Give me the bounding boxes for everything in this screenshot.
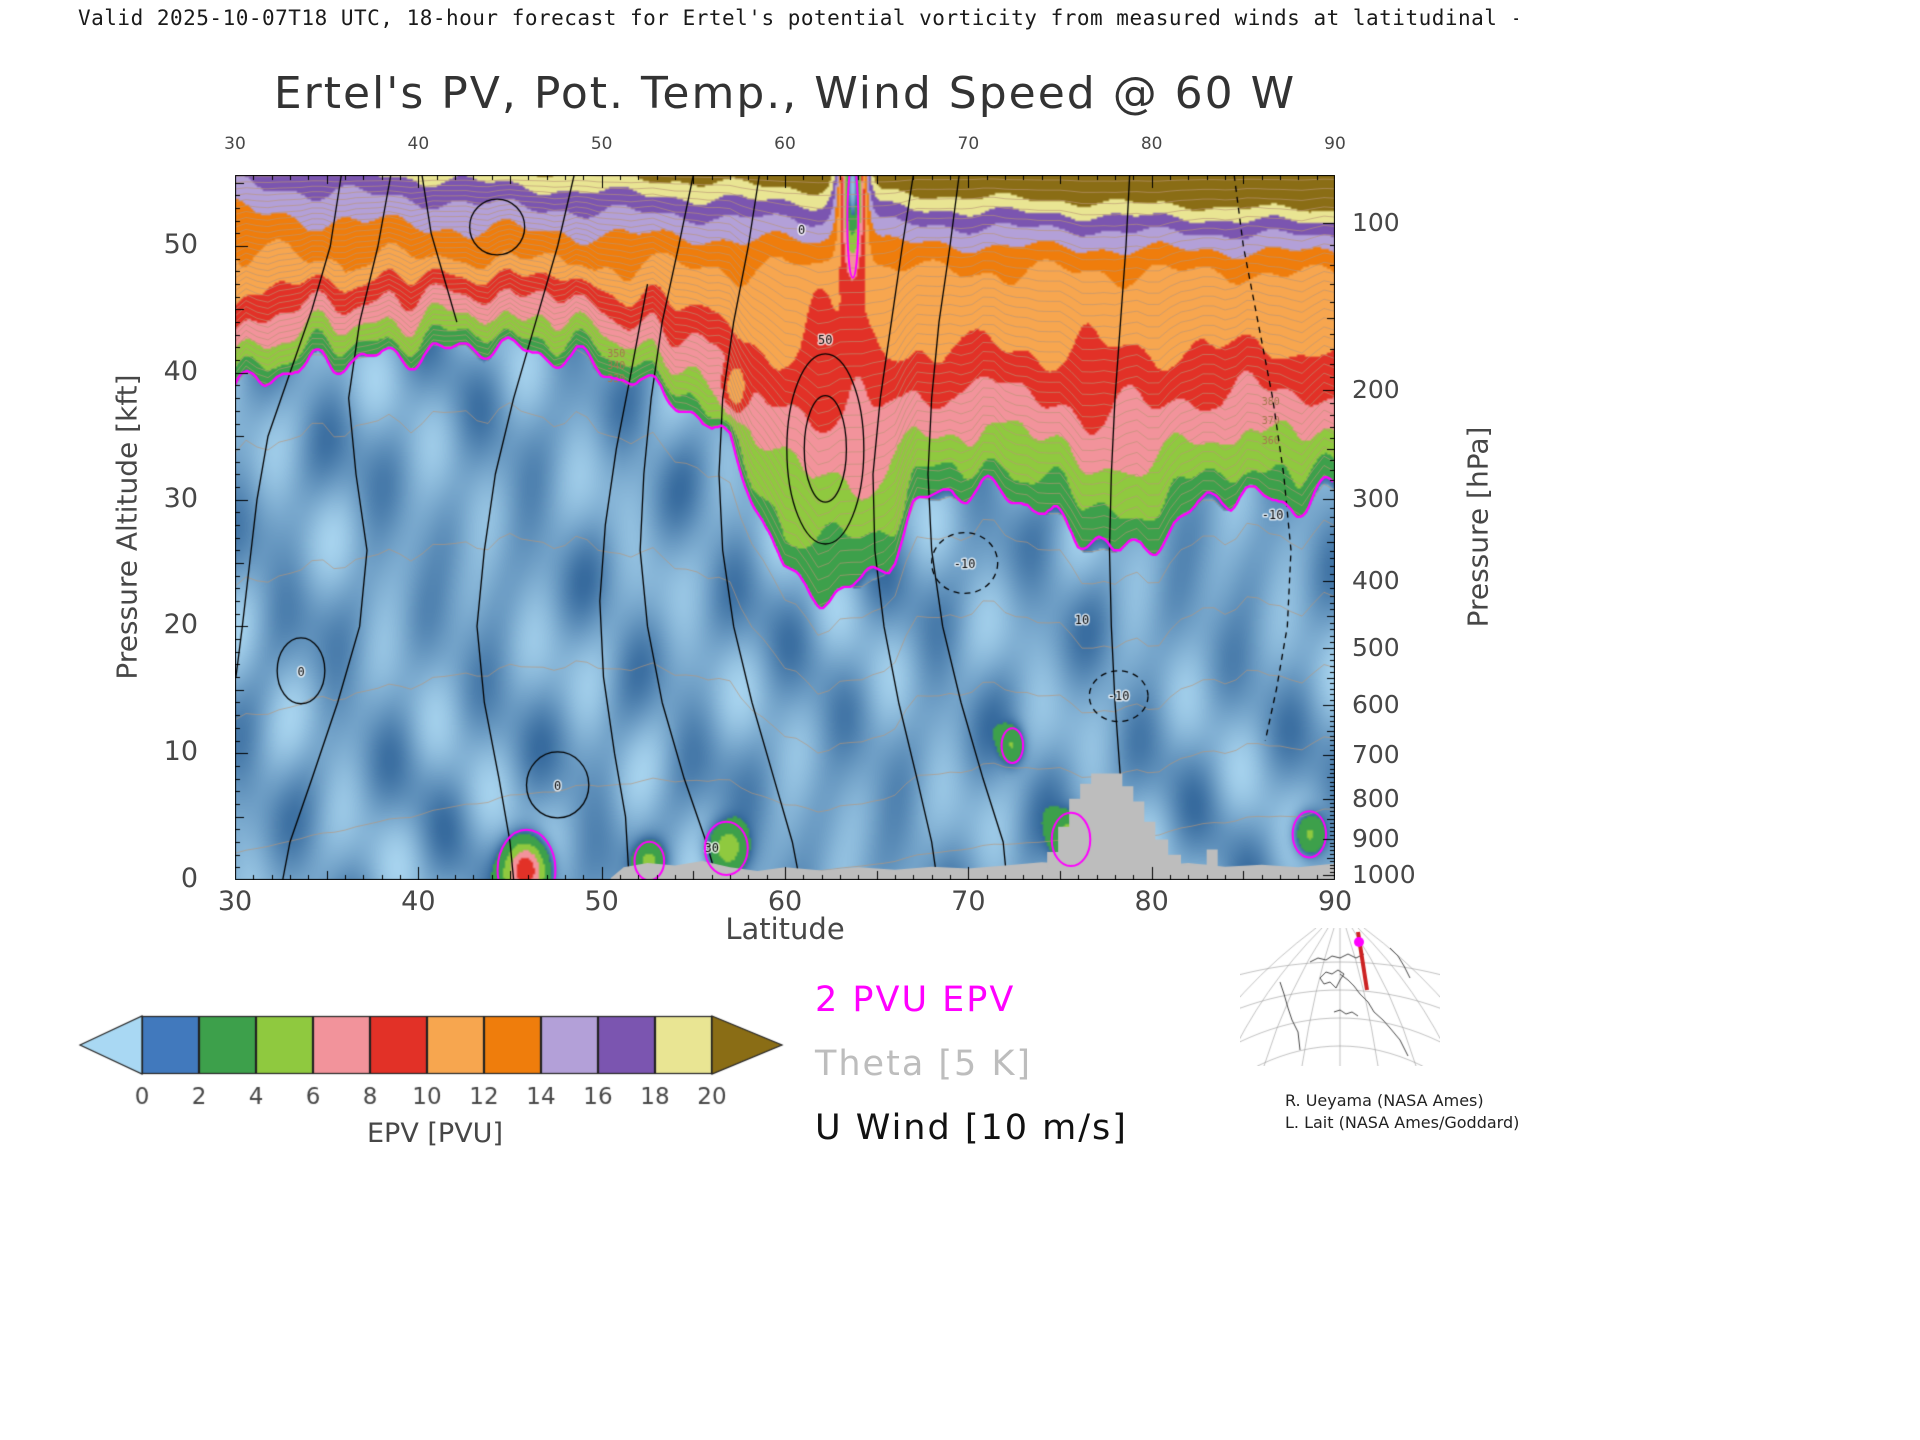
axis-tick-label: 800 [1352, 783, 1400, 813]
axis-tick-label: 600 [1352, 690, 1400, 720]
axis-tick-label: 30 [163, 482, 198, 514]
contour-legend: 2 PVU EPV Theta [5 K] U Wind [10 m/s] [815, 980, 1235, 1172]
axis-tick-label: 30 [217, 886, 253, 917]
axis-tick-label: 40 [163, 355, 198, 387]
y-axis-right-label: Pressure [hPa] [1461, 426, 1495, 628]
axis-tick-label: 70 [951, 886, 986, 917]
axis-tick-label: 30 [224, 134, 246, 154]
credit-line: R. Ueyama (NASA Ames) [1285, 1091, 1484, 1110]
axis-tick-label: 60 [774, 134, 796, 154]
location-map-inset [1240, 928, 1440, 1066]
axis-tick-label: 100 [1352, 208, 1400, 238]
epv-colorbar-canvas [70, 1002, 850, 1122]
axis-tick-label: 60 [767, 886, 803, 917]
axis-tick-label: 400 [1352, 566, 1400, 596]
legend-uwind: U Wind [10 m/s] [815, 1108, 1128, 1148]
axis-tick-label: 80 [1140, 134, 1163, 154]
axis-tick-label: 1000 [1352, 860, 1416, 890]
colorbar-label: EPV [PVU] [367, 1118, 503, 1149]
x-axis-label: Latitude [725, 912, 845, 946]
credits: R. Ueyama (NASA Ames) L. Lait (NASA Ames… [1285, 1090, 1519, 1134]
axis-tick-label: 80 [1134, 886, 1169, 917]
axis-tick-label: 0 [180, 863, 198, 894]
axis-tick-label: 70 [957, 134, 980, 154]
validity-header: Valid 2025-10-07T18 UTC, 18-hour forecas… [78, 6, 1518, 30]
axis-tick-label: 40 [401, 886, 436, 917]
credit-line: L. Lait (NASA Ames/Goddard) [1285, 1113, 1520, 1132]
axis-tick-label: 90 [1324, 134, 1346, 154]
axis-tick-label: 50 [584, 886, 619, 917]
epv-cross-section-canvas [235, 175, 1335, 880]
axis-tick-label: 900 [1352, 823, 1400, 853]
axis-tick-label: 700 [1352, 739, 1400, 769]
cross-section-plot [235, 175, 1335, 880]
epv-colorbar [70, 1002, 850, 1142]
axis-tick-label: 40 [407, 134, 430, 154]
axis-tick-label: 90 [1317, 886, 1353, 917]
axis-tick-label: 20 [163, 609, 198, 641]
location-map-canvas [1240, 928, 1440, 1066]
plot-title: Ertel's PV, Pot. Temp., Wind Speed @ 60 … [273, 68, 1297, 119]
axis-tick-label: 200 [1352, 375, 1400, 405]
axis-tick-label: 10 [163, 736, 198, 768]
axis-tick-label: 500 [1352, 633, 1400, 663]
axis-tick-label: 50 [163, 229, 198, 260]
legend-2pvu: 2 PVU EPV [815, 980, 1016, 1020]
axis-tick-label: 50 [590, 134, 613, 154]
legend-theta: Theta [5 K] [815, 1044, 1033, 1084]
axis-tick-label: 300 [1352, 483, 1400, 513]
